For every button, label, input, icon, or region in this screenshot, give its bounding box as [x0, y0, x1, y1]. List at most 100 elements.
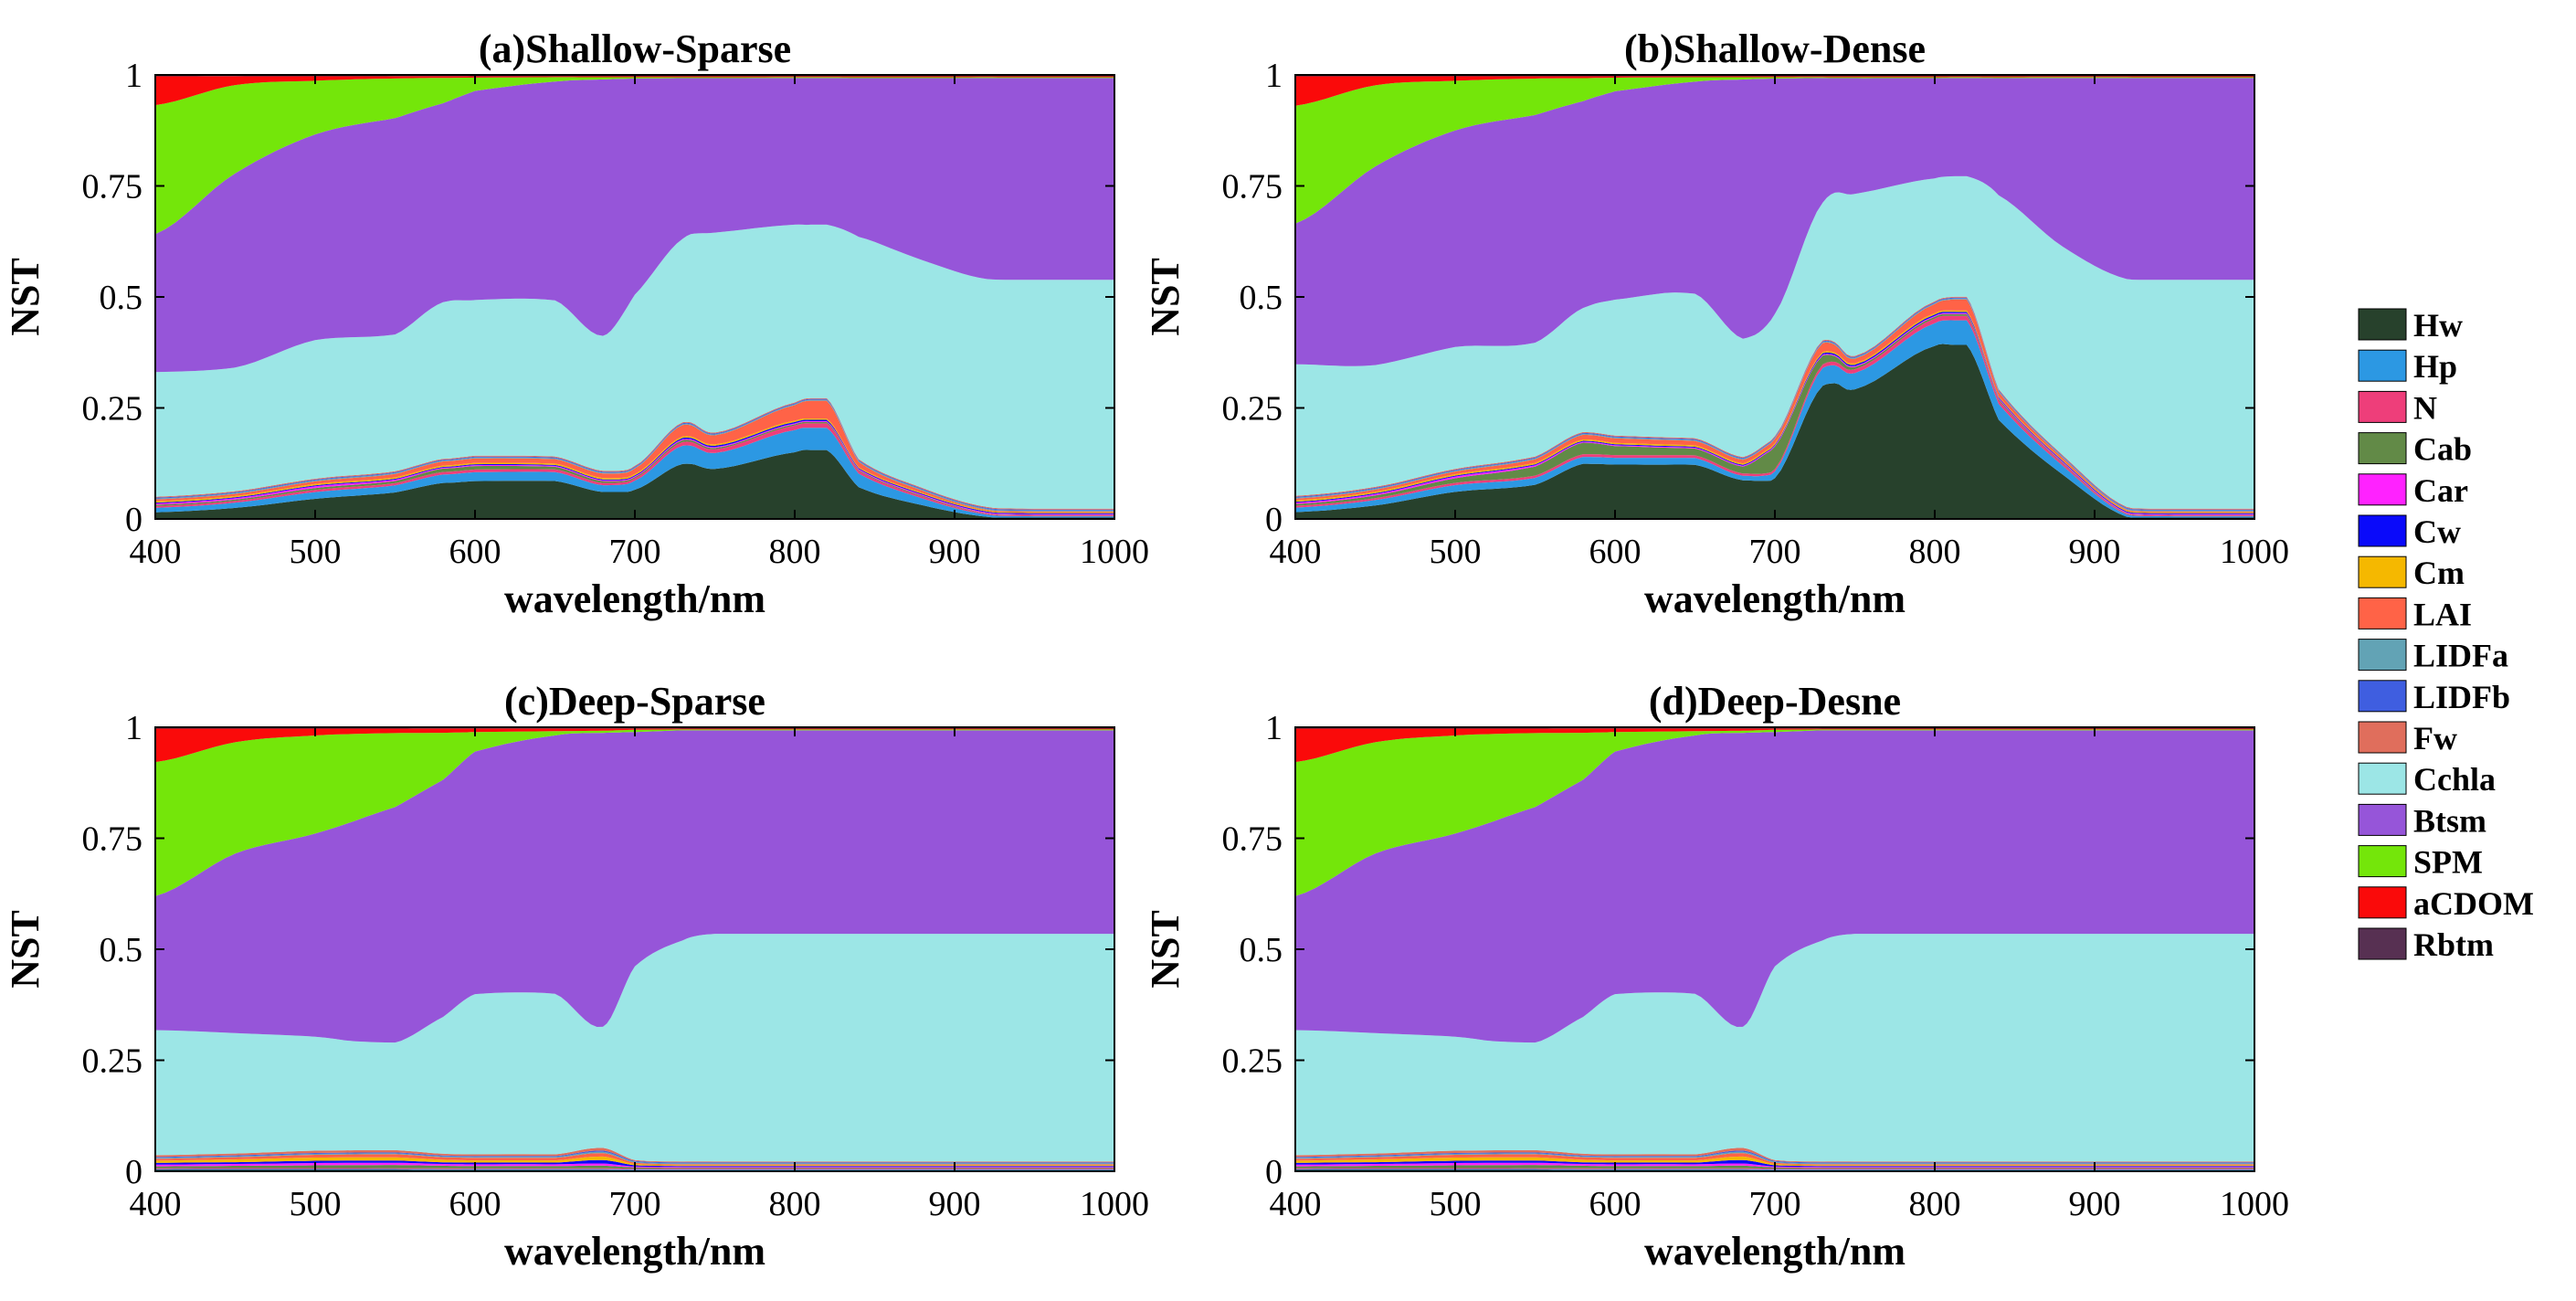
x-tick-label: 600 — [1589, 1185, 1642, 1223]
legend-label: Cm — [2413, 555, 2465, 591]
legend-item: Cm — [2358, 555, 2465, 591]
legend-label: Hw — [2413, 307, 2463, 344]
y-tick-label: 1 — [125, 709, 143, 747]
x-tick-label: 800 — [1909, 1185, 1961, 1223]
x-tick-label: 1000 — [1080, 533, 1149, 571]
legend-item: Rbtm — [2358, 926, 2494, 963]
x-tick-label: 700 — [609, 533, 661, 571]
area-cchla — [1295, 175, 2254, 509]
area-fw — [1295, 1148, 2254, 1163]
chart-panel: 400 500 600 700 800 900 1000 0 0.25 0.5 0.75 1 (a)Sh… — [3, 26, 1149, 621]
x-axis-label: wavelength/nm — [504, 576, 765, 621]
y-tick-label: 0.75 — [1222, 820, 1283, 859]
area-cchla — [155, 224, 1114, 509]
x-tick-label: 800 — [769, 533, 821, 571]
y-axis-label: NST — [3, 258, 48, 336]
legend-item: Hp — [2358, 348, 2457, 385]
legend-item: Hw — [2358, 307, 2463, 344]
area-acdom — [1295, 76, 2254, 106]
y-tick-label: 1 — [125, 57, 143, 95]
area-lai — [1295, 1153, 2254, 1166]
y-tick-label: 0.25 — [82, 1042, 143, 1081]
area-hp — [1295, 320, 2254, 518]
chart-panels: 400 500 600 700 800 900 1000 0 0.25 0.5 0.75 1 (a)Sh… — [3, 26, 2289, 1274]
legend: Hw Hp N Cab Car Cw Cm LAI LIDFa LIDFb Fw Cchla Btsm S… — [2351, 301, 2558, 972]
legend-swatch — [2358, 762, 2407, 795]
legend-swatch — [2358, 845, 2407, 878]
area-acdom — [155, 76, 1114, 106]
legend-label: Cab — [2413, 431, 2472, 468]
x-tick-label: 500 — [290, 1185, 342, 1223]
y-tick-label: 0.5 — [1240, 931, 1283, 969]
x-tick-label: 500 — [1430, 1185, 1482, 1223]
area-spm — [1295, 77, 2254, 224]
legend-item: Cab — [2358, 431, 2472, 468]
y-tick-label: 1 — [1265, 57, 1283, 95]
legend-swatch — [2358, 514, 2407, 547]
y-axis-label: NST — [1143, 910, 1188, 989]
area-car — [155, 1162, 1114, 1169]
chart-title: (b)Shallow-Dense — [1624, 26, 1926, 71]
legend-item: Fw — [2358, 720, 2457, 756]
y-tick-label: 0.75 — [1222, 168, 1283, 206]
legend-swatch — [2358, 803, 2407, 836]
chart-panel: 400 500 600 700 800 900 1000 0 0.25 0.5 0.75 1 (d)De… — [1143, 679, 2289, 1274]
y-tick-label: 0.25 — [82, 390, 143, 428]
area-acdom — [1295, 728, 2254, 763]
x-tick-label: 1000 — [2220, 1185, 2289, 1223]
legend-label: LIDFa — [2413, 638, 2508, 674]
legend-item: Btsm — [2358, 802, 2486, 839]
x-tick-label: 500 — [290, 533, 342, 571]
legend-swatch — [2358, 555, 2407, 588]
legend-item: SPM — [2358, 844, 2483, 881]
legend-label: Cw — [2413, 513, 2461, 550]
area-btsm — [1295, 78, 2254, 366]
legend-swatch — [2358, 927, 2407, 960]
legend-label: N — [2413, 389, 2437, 426]
legend-label: Hp — [2413, 348, 2457, 385]
legend-swatch — [2358, 473, 2407, 506]
area-acdom — [155, 728, 1114, 763]
x-tick-label: 600 — [449, 533, 501, 571]
y-axis-label: NST — [1143, 258, 1188, 336]
legend-swatch — [2358, 886, 2407, 919]
area-cw — [155, 1159, 1114, 1168]
y-tick-label: 0.75 — [82, 820, 143, 859]
chart-panel: 400 500 600 700 800 900 1000 0 0.25 0.5 0.75 1 (b)Sh… — [1143, 26, 2289, 621]
y-tick-label: 0.25 — [1222, 1042, 1283, 1081]
area-btsm — [155, 78, 1114, 373]
x-tick-label: 800 — [769, 1185, 821, 1223]
legend-swatch — [2358, 308, 2407, 341]
y-axis-label: NST — [3, 910, 48, 989]
y-tick-label: 0 — [1265, 1153, 1283, 1191]
x-tick-label: 800 — [1909, 533, 1961, 571]
area-n — [1295, 315, 2254, 517]
y-tick-label: 0 — [125, 501, 143, 539]
x-tick-label: 400 — [130, 533, 182, 571]
area-hw — [155, 450, 1114, 519]
legend-swatch — [2358, 721, 2407, 754]
legend-item: LIDFb — [2358, 679, 2510, 715]
legend-label: Car — [2413, 472, 2468, 509]
legend-swatch — [2358, 432, 2407, 465]
area-cchla — [155, 934, 1114, 1162]
area-spm — [155, 729, 1114, 896]
x-tick-label: 900 — [2069, 1185, 2121, 1223]
legend-item: Cchla — [2358, 761, 2496, 798]
x-tick-label: 400 — [130, 1185, 182, 1223]
area-cw — [1295, 1159, 2254, 1168]
area-cm — [1295, 1156, 2254, 1167]
area-fw — [155, 1148, 1114, 1163]
x-axis-label: wavelength/nm — [504, 1229, 765, 1274]
y-tick-label: 0.5 — [100, 279, 143, 317]
x-tick-label: 400 — [1270, 1185, 1322, 1223]
area-spm — [1295, 729, 2254, 896]
area-spm — [155, 77, 1114, 235]
x-tick-label: 600 — [1589, 533, 1642, 571]
area-cchla — [1295, 934, 2254, 1162]
chart-title: (a)Shallow-Sparse — [479, 26, 791, 71]
legend-item: LIDFa — [2358, 638, 2508, 674]
y-tick-label: 1 — [1265, 709, 1283, 747]
y-tick-label: 0.5 — [100, 931, 143, 969]
